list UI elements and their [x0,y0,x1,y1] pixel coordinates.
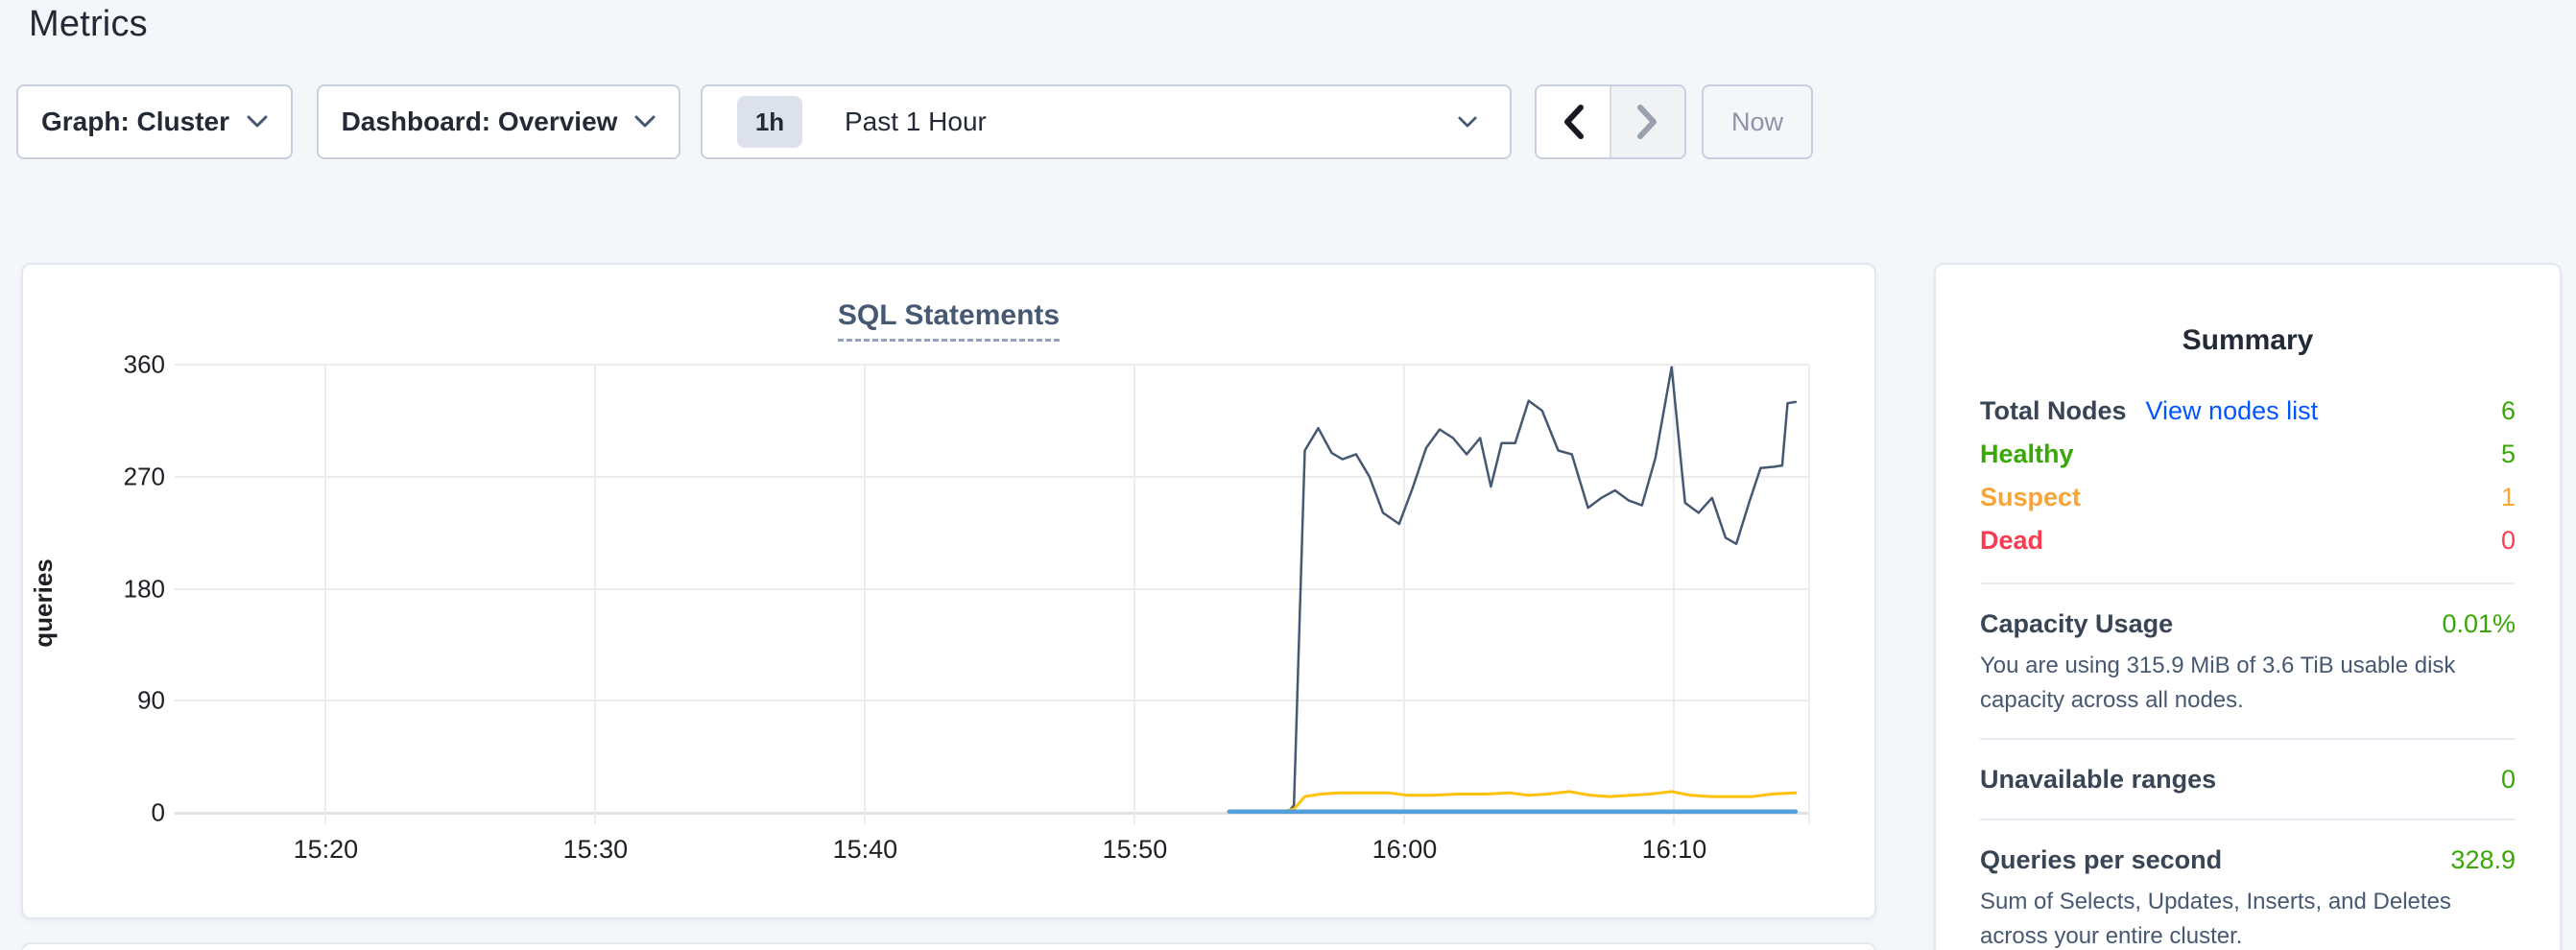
divider [1980,738,2516,740]
gridline [1808,365,1810,824]
y-tick-label: 0 [151,797,165,827]
summary-card: Summary Total Nodes View nodes list 6 Healt… [1934,263,2562,950]
section-label: Queries per second [1980,845,2223,874]
graph-selector-label: Graph: Cluster [40,107,230,136]
divider [1980,582,2516,584]
section-value: 0 [2500,765,2516,794]
next-time-button[interactable] [1610,86,1684,157]
time-range-badge: 1h [737,96,802,148]
section-value: 328.9 [2450,845,2516,874]
summary-section-row: Capacity Usage 0.01% [1980,605,2516,643]
sql-statements-chart-card: SQL Statements queries 0 90 180 270 360 15:20… [21,263,1876,919]
dashboard-selector[interactable]: Dashboard: Overview [317,84,680,159]
prev-time-button[interactable] [1537,86,1610,157]
chevron-down-icon [634,115,656,129]
gridline [175,812,1809,815]
x-tick-label: 15:30 [562,835,629,864]
node-label: Dead [1980,526,2044,555]
dashboard-selector-label: Dashboard: Overview [341,107,618,136]
x-tick-label: 15:20 [293,835,359,864]
series-dark-navy-line [1228,366,1798,813]
time-range-selector[interactable]: 1h Past 1 Hour [701,84,1512,159]
gridline [1403,365,1406,824]
chevron-down-icon [1458,116,1477,129]
gridline [594,365,597,824]
chevron-down-icon [247,115,268,129]
series-yellow-line [1228,790,1798,814]
y-tick-label: 360 [123,349,165,379]
gridline [175,700,1809,702]
summary-section-row: Queries per second 328.9 [1980,841,2516,879]
next-chart-card-peek [21,942,1876,950]
view-nodes-link[interactable]: View nodes list [2145,396,2319,425]
gridline [1673,365,1676,824]
x-tick-label: 16:10 [1641,835,1707,864]
divider [1980,819,2516,820]
section-value: 0.01% [2442,609,2516,638]
gridline [1133,365,1136,824]
y-tick-label: 270 [123,462,165,491]
x-tick-label: 15:40 [832,835,898,864]
gridline [175,364,1809,366]
x-tick-label: 15:50 [1102,835,1168,864]
y-tick-label: 180 [123,574,165,603]
gridline [864,365,867,824]
summary-title: Summary [2182,324,2314,356]
y-tick-label: 90 [137,685,165,715]
node-row: Total Nodes View nodes list 6 [1980,390,2516,433]
section-desc: You are using 315.9 MiB of 3.6 TiB usabl… [1980,653,2456,713]
node-value: 6 [2500,396,2516,425]
page-title: Metrics [29,4,148,44]
gridline [324,365,327,824]
node-label: Suspect [1980,483,2082,511]
chevron-right-icon [1635,104,1660,140]
node-value: 0 [2500,526,2516,555]
node-row: Suspect 1 [1980,476,2516,519]
time-step-button-group [1535,84,1686,159]
time-range-label: Past 1 Hour [845,107,987,136]
node-status-rows: Total Nodes View nodes list 6 Healthy 5 Suspe… [1980,390,2516,562]
x-tick-label: 16:00 [1371,835,1438,864]
node-row: Dead 0 [1980,519,2516,562]
gridline [175,475,1809,478]
graph-selector[interactable]: Graph: Cluster [16,84,293,159]
summary-section-row: Unavailable ranges 0 [1980,760,2516,798]
node-label: Healthy [1980,439,2074,468]
chevron-left-icon [1561,104,1586,140]
gridline [175,587,1809,590]
summary-sections: Capacity Usage 0.01% You are using 315.9 M… [1980,582,2516,950]
node-row: Healthy 5 [1980,433,2516,476]
chart-title[interactable]: SQL Statements [837,299,1061,342]
node-label: Total Nodes [1980,396,2127,425]
section-label: Capacity Usage [1980,609,2174,638]
section-desc: Sum of Selects, Updates, Inserts, and De… [1980,889,2451,949]
section-label: Unavailable ranges [1980,765,2217,794]
node-value: 1 [2500,483,2516,511]
now-button[interactable]: Now [1702,84,1813,159]
chart-plot [1227,366,1799,814]
node-value: 5 [2500,439,2516,468]
